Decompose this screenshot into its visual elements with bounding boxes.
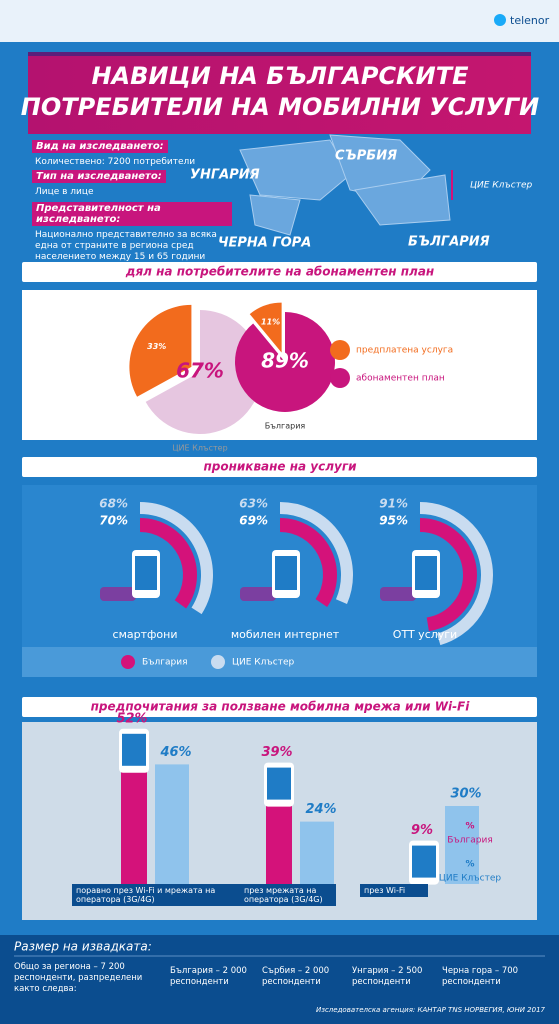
logo-mark	[494, 14, 506, 26]
pie-slice	[249, 302, 282, 353]
ring-arc	[279, 518, 337, 608]
map-label: СЪРБИЯ	[335, 149, 397, 164]
legend-icon	[330, 340, 350, 360]
bar-value-label: 52%	[116, 711, 147, 726]
ring-value-label: 68%	[99, 497, 128, 511]
legend-strip	[22, 647, 537, 677]
ring-arc	[139, 502, 213, 615]
screen	[275, 556, 297, 590]
survey-method: Тип на изследването: Лице в лице	[32, 170, 232, 198]
screen	[412, 845, 436, 878]
map-shape	[354, 174, 451, 226]
logo: telenor	[510, 14, 550, 27]
sample-country: Сърбия – 2 000 респонденти	[262, 966, 330, 987]
sample-panel	[0, 935, 559, 1024]
top-bar	[0, 0, 559, 42]
text: Количествено: 7200 потребители	[35, 157, 196, 167]
hand	[380, 587, 416, 601]
title: НАВИЦИ НА БЪЛГАРСКИТЕ	[91, 62, 469, 90]
ring-arc	[279, 502, 353, 604]
ring-arc	[419, 502, 493, 646]
map-label: УНГАРИЯ	[190, 168, 260, 183]
section-title: предпочитания за ползване мобилна мрежа …	[91, 700, 471, 714]
bar-value-label: 9%	[411, 823, 433, 838]
survey-repr: Представителност на изследването: Национа…	[32, 202, 232, 263]
map-legend: ЦИЕ Клъстер	[470, 181, 532, 191]
pie-value-label: 33%	[147, 342, 166, 351]
hand	[100, 587, 136, 601]
section-header	[22, 262, 537, 282]
legend-icon	[330, 368, 350, 388]
bar-value-label: 24%	[305, 802, 336, 817]
legend-label: България	[142, 658, 188, 668]
ring-value-label: 69%	[239, 514, 268, 528]
title-banner	[28, 52, 531, 134]
pie-slice	[234, 312, 335, 412]
pie-name: ЦИЕ Клъстер	[172, 444, 227, 453]
ring-value-label: 95%	[379, 514, 408, 528]
sample-country: Унгария – 2 500 респонденти	[352, 966, 423, 987]
category: през мрежата на оператора (3G/4G)	[240, 884, 336, 906]
sample-country: България – 2 000 респонденти	[170, 966, 247, 987]
ring-value-label: 70%	[99, 514, 128, 528]
source: Изследователска агенция: КАНТАР TNS НОРВ…	[316, 1006, 546, 1014]
ring-value-label: 91%	[379, 497, 408, 511]
sample-total: Общо за региона – 7 200 респонденти, раз…	[14, 962, 143, 994]
category: през Wi-Fi	[360, 884, 428, 897]
sample-title: Размер на извадката:	[14, 940, 152, 954]
category-label: смартфони	[113, 628, 178, 641]
screen	[267, 767, 291, 800]
category: поравно през Wi-Fi и мрежата на оператор…	[72, 884, 240, 906]
section-title: дял на потребителите на абонаментен план	[125, 265, 434, 279]
pie-value-label: 89%	[261, 349, 309, 373]
label: Представителност на изследването:	[32, 202, 232, 226]
ring-arc	[419, 518, 477, 632]
legend-label: предплатена услуга	[356, 346, 453, 356]
hand	[240, 587, 276, 601]
screen	[415, 556, 437, 590]
category-label: OTT услуги	[393, 628, 457, 641]
ring-value-label: 63%	[239, 497, 268, 511]
legend-label: ЦИЕ Клъстер	[439, 874, 501, 884]
legend-label: абонаментен план	[356, 374, 445, 384]
bar-value-label: 39%	[261, 745, 292, 760]
section-header	[22, 697, 537, 717]
text: Лице в лице	[35, 187, 94, 197]
bar	[445, 806, 479, 884]
label: Вид на изследването:	[32, 140, 168, 153]
section-title: проникване на услуги	[203, 460, 357, 474]
ring-arc	[139, 518, 197, 609]
pie-value-label: 67%	[176, 359, 224, 383]
text: Национално представително за всяка една …	[35, 230, 217, 262]
bar-value-label: 30%	[450, 787, 481, 802]
pie-name: България	[265, 422, 306, 431]
legend-icon	[121, 655, 135, 669]
legend-label: България	[447, 836, 493, 846]
category-label: мобилен интернет	[231, 628, 340, 641]
map-label: ЧЕРНА ГОРА	[218, 236, 311, 251]
screen	[122, 733, 146, 766]
label: Тип на изследването:	[32, 170, 166, 183]
bar	[155, 764, 189, 884]
legend-marker: %	[465, 822, 474, 832]
title: ПОТРЕБИТЕЛИ НА МОБИЛНИ УСЛУГИ	[21, 93, 539, 121]
survey-type: Вид на изследването: Количествено: 7200 п…	[32, 140, 232, 168]
pie-slice	[145, 310, 262, 434]
bar	[300, 821, 334, 884]
map-label: БЪЛГАРИЯ	[408, 235, 490, 250]
sample-country: Черна гора – 700 респонденти	[442, 966, 519, 987]
legend-label: ЦИЕ Клъстер	[232, 658, 294, 668]
legend-marker: %	[465, 860, 474, 870]
screen	[135, 556, 157, 590]
bar-value-label: 46%	[159, 745, 191, 760]
title-edge	[28, 52, 531, 56]
section-header	[22, 457, 537, 477]
map-shape	[249, 194, 301, 236]
legend-icon	[211, 655, 225, 669]
pie-slice	[129, 304, 192, 397]
pie-value-label: 11%	[261, 318, 280, 327]
map-shape	[239, 139, 351, 201]
